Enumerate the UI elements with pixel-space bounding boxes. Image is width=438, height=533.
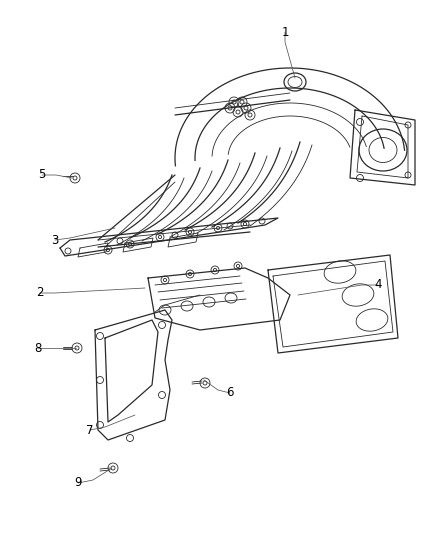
- Text: 7: 7: [86, 424, 94, 437]
- Text: 5: 5: [38, 168, 46, 182]
- Text: 8: 8: [34, 342, 42, 354]
- Text: 3: 3: [51, 233, 59, 246]
- Text: 2: 2: [36, 287, 44, 300]
- Text: 1: 1: [281, 26, 289, 38]
- Text: 9: 9: [74, 477, 82, 489]
- Text: 6: 6: [226, 386, 234, 400]
- Text: 4: 4: [374, 279, 382, 292]
